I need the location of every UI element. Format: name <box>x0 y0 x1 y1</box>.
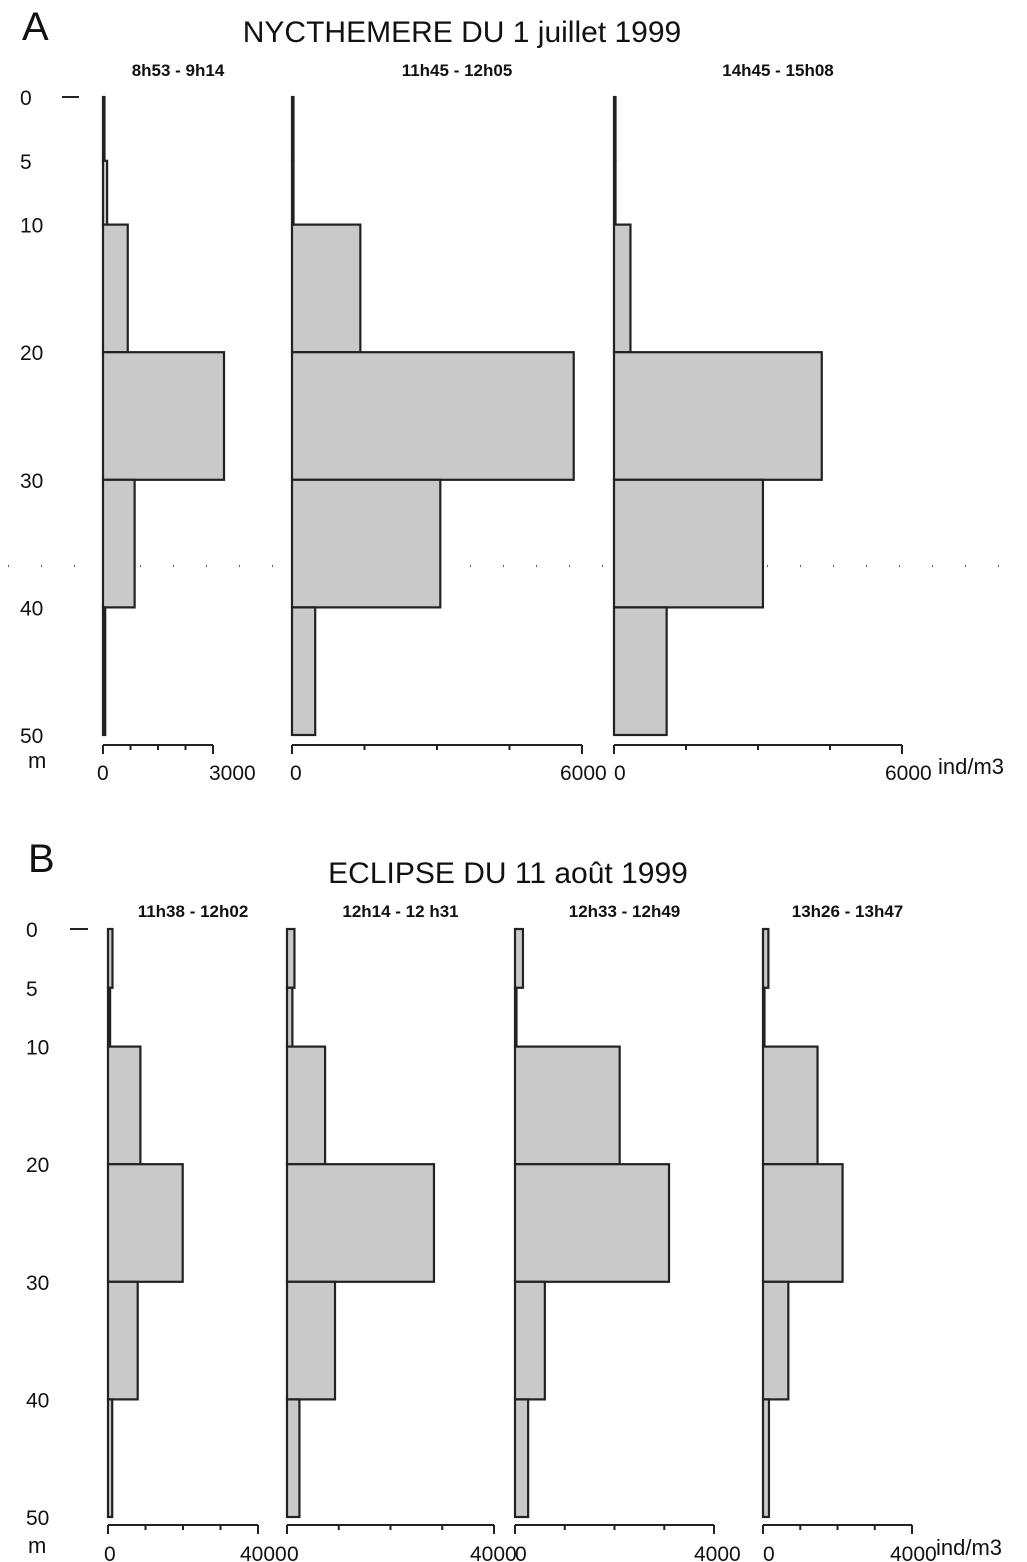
depth-bar <box>513 1398 530 1519</box>
depth-bar <box>290 606 317 737</box>
depth-tick-label: 50 <box>20 725 43 748</box>
depth-tick-label: 50 <box>26 1507 49 1530</box>
depth-bar <box>285 1280 337 1401</box>
depth-bar <box>290 351 575 481</box>
depth-bar <box>106 1398 114 1519</box>
depth-bar <box>290 223 362 354</box>
depth-bar <box>101 159 109 226</box>
panel-b-letter: B <box>28 837 55 881</box>
depth-bar <box>101 223 129 354</box>
panel-b: B ECLIPSE DU 11 août 1999 m ind/m3 0 5 10 2… <box>26 837 1002 1562</box>
x-tick-label: 0 <box>97 762 109 785</box>
depth-bar <box>290 95 295 162</box>
x-tick-label: 4000 <box>890 1543 937 1562</box>
profile-3: 12h33 - 12h49 0 4000 <box>513 902 741 1562</box>
panel-b-depth-labels: 0 5 10 20 30 40 50 <box>26 919 49 1530</box>
profile-time-label: 12h14 - 12 h31 <box>342 902 458 921</box>
x-tick-label: 4000 <box>470 1543 517 1562</box>
depth-bar <box>101 95 106 162</box>
panel-a-unit-label: ind/m3 <box>938 754 1004 779</box>
panel-a-y-axis-unit: m <box>28 748 46 773</box>
profile-2: 12h14 - 12 h31 0 4000 <box>285 902 517 1562</box>
depth-bar <box>612 223 632 354</box>
profile-time-label: 13h26 - 13h47 <box>792 902 904 921</box>
depth-tick-label: 10 <box>20 215 43 238</box>
depth-bar <box>761 1163 844 1283</box>
depth-bar <box>761 1045 819 1166</box>
panel-a-depth-labels: 0 5 10 20 30 40 50 <box>20 87 43 748</box>
depth-bar <box>106 1163 184 1283</box>
depth-tick-label: 30 <box>26 1272 49 1295</box>
panel-a-letter: A <box>22 5 49 49</box>
x-tick-label: 6000 <box>560 762 607 785</box>
x-tick-label: 6000 <box>885 762 932 785</box>
profile-time-label: 12h33 - 12h49 <box>569 902 681 921</box>
depth-bar <box>513 1163 671 1283</box>
profile-1: 8h53 - 9h14 0 3000 <box>97 61 256 785</box>
depth-tick-label: 10 <box>26 1037 49 1060</box>
panel-a-title: NYCTHEMERE DU 1 juillet 1999 <box>243 16 681 49</box>
depth-bar <box>285 1163 436 1283</box>
depth-bar <box>612 478 765 609</box>
depth-bar <box>106 927 114 989</box>
profile-1: 11h38 - 12h02 0 4000 <box>104 902 287 1562</box>
depth-bar <box>101 606 107 737</box>
depth-tick-label: 5 <box>20 151 32 174</box>
profile-time-label: 14h45 - 15h08 <box>722 61 834 80</box>
depth-bar <box>101 351 226 481</box>
depth-bar <box>513 986 518 1048</box>
depth-bar <box>761 986 766 1048</box>
profile-time-label: 8h53 - 9h14 <box>132 61 225 80</box>
x-tick-label: 4000 <box>694 1543 741 1562</box>
depth-tick-label: 0 <box>26 919 38 942</box>
depth-bar <box>513 1045 621 1166</box>
depth-tick-label: 0 <box>20 87 32 110</box>
depth-bar <box>612 606 668 737</box>
x-tick-label: 4000 <box>240 1543 287 1562</box>
depth-bar <box>761 1398 771 1519</box>
x-tick-label: 0 <box>104 1543 116 1562</box>
profile-2: 11h45 - 12h05 0 6000 <box>290 61 607 785</box>
depth-bar <box>285 1045 327 1166</box>
depth-bar <box>513 927 525 989</box>
depth-tick-label: 20 <box>26 1154 49 1177</box>
profile-time-label: 11h45 - 12h05 <box>402 61 513 80</box>
depth-bar <box>761 1280 790 1401</box>
profile-time-label: 11h38 - 12h02 <box>138 902 249 921</box>
x-tick-label: 0 <box>290 762 302 785</box>
x-tick-label: 0 <box>763 1543 775 1562</box>
depth-bar <box>290 478 442 609</box>
profile-4: 13h26 - 13h47 0 4000 <box>761 902 937 1562</box>
x-tick-label: 3000 <box>209 762 256 785</box>
x-tick-label: 0 <box>515 1543 527 1562</box>
depth-bar <box>761 927 770 989</box>
depth-bar <box>106 986 112 1048</box>
depth-tick-label: 20 <box>20 342 43 365</box>
x-tick-label: 0 <box>287 1543 299 1562</box>
depth-tick-label: 40 <box>20 597 43 620</box>
panel-b-unit-label: ind/m3 <box>936 1535 1002 1560</box>
depth-bar <box>612 351 823 481</box>
x-tick-label: 0 <box>614 762 626 785</box>
depth-bar <box>106 1280 139 1401</box>
panel-b-y-axis-unit: m <box>28 1533 46 1558</box>
depth-bar <box>612 95 617 162</box>
depth-bar <box>513 1280 546 1401</box>
panel-b-title: ECLIPSE DU 11 août 1999 <box>328 857 688 890</box>
depth-bar <box>106 1045 142 1166</box>
depth-bar <box>290 159 295 226</box>
profile-3: 14h45 - 15h08 0 6000 <box>612 61 932 785</box>
depth-bar <box>285 986 294 1048</box>
depth-tick-label: 40 <box>26 1389 49 1412</box>
depth-bar <box>285 927 296 989</box>
depth-tick-label: 30 <box>20 470 43 493</box>
depth-bar <box>285 1398 301 1519</box>
depth-tick-label: 5 <box>26 978 38 1001</box>
panel-a: A NYCTHEMERE DU 1 juillet 1999 m ind/m3 … <box>8 5 1015 785</box>
depth-bar <box>612 159 617 226</box>
depth-bar <box>101 478 136 609</box>
